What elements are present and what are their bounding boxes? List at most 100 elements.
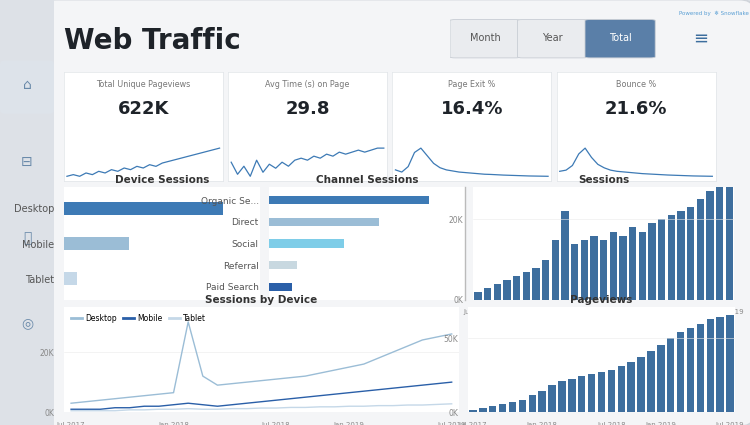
Bar: [590, 235, 598, 300]
Bar: [64, 272, 76, 285]
Bar: [523, 272, 530, 300]
Bar: [268, 261, 297, 269]
Tablet: [184, 406, 193, 411]
Text: Year: Year: [542, 33, 563, 43]
Bar: [538, 391, 546, 412]
Mobile: [272, 398, 280, 403]
Text: ◎: ◎: [21, 316, 33, 330]
Tablet: [345, 404, 354, 409]
Legend: Desktop, Mobile, Tablet: Desktop, Mobile, Tablet: [68, 311, 209, 326]
Bar: [578, 377, 586, 412]
FancyBboxPatch shape: [518, 20, 588, 58]
Title: Pageviews: Pageviews: [570, 295, 633, 305]
Bar: [509, 402, 516, 412]
Bar: [657, 345, 664, 412]
Bar: [268, 239, 344, 248]
Text: ⌂: ⌂: [22, 78, 32, 92]
Text: Web Traffic: Web Traffic: [64, 27, 241, 55]
Bar: [548, 385, 556, 412]
Desktop: [198, 374, 207, 379]
Bar: [638, 357, 645, 412]
Bar: [668, 215, 675, 300]
Desktop: [359, 362, 368, 367]
Desktop: [256, 378, 265, 383]
Mobile: [169, 402, 178, 407]
Mobile: [388, 385, 398, 391]
Tablet: [316, 404, 325, 409]
Desktop: [184, 319, 193, 324]
Text: Total: Total: [609, 33, 631, 43]
Desktop: [447, 332, 456, 337]
Desktop: [213, 382, 222, 388]
Tablet: [198, 407, 207, 412]
Bar: [697, 324, 704, 412]
Tablet: [330, 404, 339, 409]
FancyBboxPatch shape: [43, 0, 750, 425]
Bar: [687, 207, 694, 300]
Bar: [499, 404, 506, 412]
Bar: [64, 237, 129, 250]
Mobile: [154, 404, 164, 409]
Title: Sessions by Device: Sessions by Device: [206, 295, 317, 305]
Desktop: [81, 399, 90, 404]
Bar: [716, 187, 723, 300]
Mobile: [345, 390, 354, 395]
Tablet: [301, 405, 310, 410]
Text: 16.4%: 16.4%: [440, 100, 503, 119]
Tablet: [67, 408, 76, 413]
Tablet: [433, 402, 442, 407]
Text: ≡: ≡: [694, 29, 709, 47]
Bar: [617, 366, 625, 412]
Bar: [580, 240, 588, 300]
Mobile: [404, 384, 412, 389]
Tablet: [140, 407, 148, 412]
Bar: [552, 240, 559, 300]
Bar: [608, 370, 615, 412]
Bar: [647, 351, 655, 412]
Text: 29.8: 29.8: [285, 100, 330, 119]
Tablet: [125, 407, 134, 412]
Mobile: [184, 401, 193, 406]
FancyBboxPatch shape: [585, 20, 656, 58]
Title: Device Sessions: Device Sessions: [115, 175, 209, 185]
FancyBboxPatch shape: [0, 0, 54, 425]
Desktop: [140, 393, 148, 398]
Text: ⌕: ⌕: [22, 231, 32, 245]
Text: Total Unique Pageviews: Total Unique Pageviews: [96, 80, 190, 89]
Bar: [268, 283, 292, 291]
Bar: [639, 232, 646, 300]
Bar: [677, 332, 684, 412]
Mobile: [213, 404, 222, 409]
Bar: [470, 410, 477, 412]
Mobile: [140, 404, 148, 409]
Tablet: [388, 403, 398, 408]
Bar: [706, 191, 714, 300]
Line: Tablet: Tablet: [71, 404, 452, 411]
FancyBboxPatch shape: [0, 60, 54, 114]
Bar: [529, 395, 536, 412]
Mobile: [125, 405, 134, 410]
Desktop: [125, 395, 134, 400]
Desktop: [169, 390, 178, 395]
Title: Sessions: Sessions: [578, 175, 629, 185]
Bar: [519, 400, 526, 412]
Desktop: [404, 343, 412, 348]
Mobile: [81, 407, 90, 412]
Desktop: [418, 337, 427, 343]
Tablet: [96, 408, 105, 413]
Desktop: [316, 371, 325, 376]
Bar: [628, 362, 634, 412]
Mobile: [67, 407, 76, 412]
Tablet: [447, 401, 456, 406]
Bar: [716, 317, 724, 412]
Desktop: [330, 368, 339, 373]
Bar: [489, 406, 496, 412]
Bar: [658, 219, 665, 300]
Bar: [475, 292, 482, 300]
FancyBboxPatch shape: [450, 20, 520, 58]
Mobile: [330, 391, 339, 397]
Bar: [268, 218, 380, 226]
Mobile: [418, 382, 427, 388]
Bar: [268, 196, 429, 204]
Bar: [677, 212, 685, 300]
